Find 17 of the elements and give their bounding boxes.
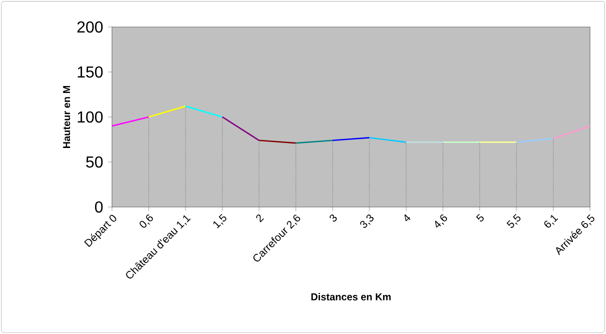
y-tick-label: 0 bbox=[95, 201, 103, 213]
x-tick-label: 2 bbox=[256, 214, 264, 222]
x-tick-label: 3,3 bbox=[360, 214, 374, 228]
x-tick-label: 5,5 bbox=[506, 214, 520, 228]
y-tick-label: 100 bbox=[78, 111, 103, 123]
x-tick-label: 0,6 bbox=[140, 214, 153, 228]
x-tick-label: 5 bbox=[476, 214, 484, 222]
x-tick-label: 1,5 bbox=[213, 214, 226, 228]
y-tick-label: 150 bbox=[78, 66, 103, 78]
x-tick-label: 3 bbox=[330, 214, 337, 222]
x-tick-label: 6,1 bbox=[544, 214, 558, 228]
x-tick-label: 4 bbox=[404, 214, 410, 222]
y-tick-label: 200 bbox=[77, 21, 103, 33]
x-axis-title: Distances en Km bbox=[311, 293, 391, 300]
y-tick-label: 50 bbox=[86, 156, 103, 168]
y-axis-title: Hauteur en M bbox=[63, 86, 70, 148]
x-tick-label: 4,6 bbox=[435, 214, 448, 228]
